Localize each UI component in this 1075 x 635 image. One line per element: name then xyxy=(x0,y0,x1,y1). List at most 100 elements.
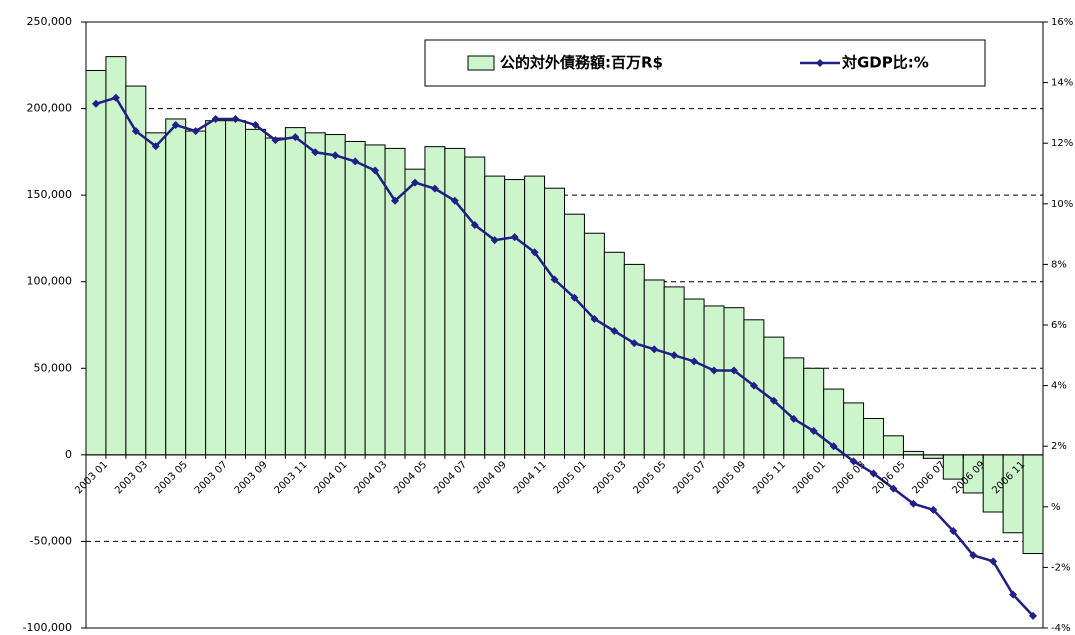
x-tick-label: 2005 09 xyxy=(711,459,748,496)
marker xyxy=(809,427,818,436)
y2-tick-label: -4% xyxy=(1051,623,1070,634)
y2-tick-label: 4% xyxy=(1051,381,1067,392)
y2-tick-label: % xyxy=(1051,502,1061,513)
marker xyxy=(470,221,479,230)
bar xyxy=(803,367,825,456)
marker xyxy=(1009,590,1018,599)
x-tick-label: 2004 11 xyxy=(512,459,549,496)
marker xyxy=(989,557,998,566)
bar xyxy=(344,140,366,456)
x-tick-label: 2006 05 xyxy=(871,459,908,496)
marker xyxy=(510,233,519,242)
marker xyxy=(769,396,778,405)
marker xyxy=(231,114,240,123)
x-tick-label: 2006 07 xyxy=(911,459,948,496)
bar xyxy=(723,307,745,456)
bar xyxy=(883,435,904,456)
bar xyxy=(484,175,506,456)
x-tick-label: 2005 07 xyxy=(671,459,708,496)
bar xyxy=(85,69,107,456)
legend: 公的対外債務額:百万R$ 対GDP比:% xyxy=(424,39,986,87)
bar xyxy=(683,298,705,456)
marker xyxy=(929,505,938,514)
x-tick-label: 2004 05 xyxy=(392,459,429,496)
marker xyxy=(171,121,180,130)
bar xyxy=(643,279,665,456)
marker xyxy=(889,484,898,493)
bar xyxy=(922,454,944,459)
y-tick-label: 100,000 xyxy=(27,275,73,288)
line xyxy=(95,96,1034,617)
legend-label: 公的対外債務額:百万R$ xyxy=(500,54,663,72)
bar xyxy=(404,168,426,456)
marker xyxy=(1029,611,1038,620)
marker xyxy=(550,275,559,284)
y2-tick-label: 16% xyxy=(1051,17,1073,28)
bar xyxy=(125,85,147,456)
x-tick-label: 2003 09 xyxy=(233,459,270,496)
marker xyxy=(909,499,918,508)
y-tick-label: 0 xyxy=(65,448,72,461)
bar xyxy=(464,156,486,456)
marker xyxy=(410,178,419,187)
bar xyxy=(504,179,526,456)
x-tick-label: 2004 09 xyxy=(472,459,509,496)
marker xyxy=(311,148,320,157)
legend-label: 対GDP比:% xyxy=(841,54,929,72)
x-tick-label: 2006 01 xyxy=(791,459,828,496)
bar xyxy=(165,118,187,456)
marker xyxy=(749,381,758,390)
y2-tick-label: 2% xyxy=(1051,441,1067,452)
legend-marker xyxy=(816,59,824,67)
marker xyxy=(211,114,220,123)
marker xyxy=(450,196,459,205)
marker xyxy=(849,457,858,466)
y2-tick-label: 10% xyxy=(1051,199,1073,210)
bar xyxy=(902,450,924,456)
marker xyxy=(869,469,878,478)
marker xyxy=(729,366,738,375)
y2-tick-label: 8% xyxy=(1051,259,1067,270)
bar xyxy=(364,144,386,456)
y-tick-label: 50,000 xyxy=(34,361,73,374)
bar xyxy=(1022,454,1044,555)
marker xyxy=(650,345,659,354)
x-tick-label: 2004 07 xyxy=(432,459,469,496)
x-tick-label: 2006 03 xyxy=(831,459,868,496)
y2-tick-label: -2% xyxy=(1051,562,1070,573)
legend-swatch xyxy=(467,55,495,71)
y-tick-label: -50,000 xyxy=(30,534,72,547)
marker xyxy=(829,442,838,451)
marker xyxy=(271,136,280,145)
bar xyxy=(444,147,466,456)
marker xyxy=(690,357,699,366)
marker xyxy=(371,166,380,175)
marker xyxy=(530,248,539,257)
bar xyxy=(245,128,266,456)
bar xyxy=(105,56,127,456)
marker xyxy=(251,121,260,130)
y-tick-label: 250,000 xyxy=(27,15,73,28)
bar xyxy=(304,132,326,456)
bar xyxy=(564,213,585,456)
legend-box xyxy=(424,39,986,87)
x-tick-label: 2004 03 xyxy=(352,459,389,496)
plot-frame xyxy=(85,21,1044,629)
bar xyxy=(225,120,246,456)
marker xyxy=(490,236,499,245)
marker xyxy=(610,327,619,336)
marker xyxy=(111,93,120,102)
x-tick-label: 2003 11 xyxy=(273,459,310,496)
bar xyxy=(603,251,625,456)
marker xyxy=(590,314,599,323)
bar xyxy=(145,132,167,456)
marker xyxy=(151,142,160,151)
bar xyxy=(663,286,685,456)
y-tick-label: 150,000 xyxy=(27,188,73,201)
marker xyxy=(191,127,200,136)
marker xyxy=(331,151,340,160)
marker xyxy=(291,133,300,142)
bar xyxy=(185,130,207,456)
bar xyxy=(843,402,865,456)
bar xyxy=(205,120,227,456)
